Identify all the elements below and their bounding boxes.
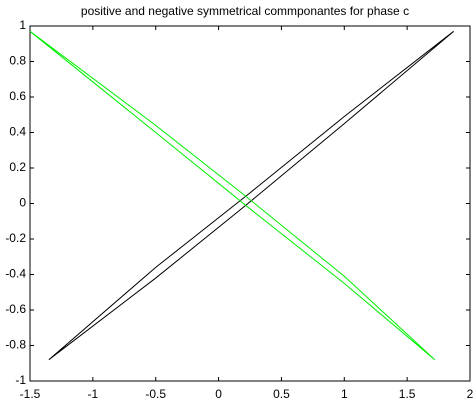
y-tick-label: -0.8 bbox=[5, 338, 26, 352]
x-tick-label: -0.5 bbox=[145, 387, 166, 401]
plot-frame bbox=[29, 25, 471, 382]
x-tick-label: -1 bbox=[88, 387, 99, 401]
x-tick-label: 0 bbox=[215, 387, 222, 401]
y-tick-label: -0.2 bbox=[5, 231, 26, 245]
y-tick-label: -0.6 bbox=[5, 302, 26, 316]
x-tick-label: 2 bbox=[467, 387, 474, 401]
x-tick-label: 1.5 bbox=[399, 387, 416, 401]
y-tick-label: 0.8 bbox=[9, 54, 26, 68]
x-tick-label: 1 bbox=[341, 387, 348, 401]
y-tick-label: 0.2 bbox=[9, 160, 26, 174]
x-tick-label: -1.5 bbox=[20, 387, 41, 401]
y-tick-label: -1 bbox=[15, 373, 26, 387]
y-tick-label: 0.4 bbox=[9, 125, 26, 139]
x-tick-label: 0.5 bbox=[273, 387, 290, 401]
data-line bbox=[29, 30, 436, 361]
y-tick-label: -0.4 bbox=[5, 267, 26, 281]
data-line bbox=[48, 30, 454, 361]
chart-title: positive and negative symmetrical commpo… bbox=[81, 4, 409, 18]
y-tick-label: 1 bbox=[19, 18, 26, 32]
y-tick-label: 0 bbox=[19, 196, 26, 210]
y-tick-label: 0.6 bbox=[9, 89, 26, 103]
